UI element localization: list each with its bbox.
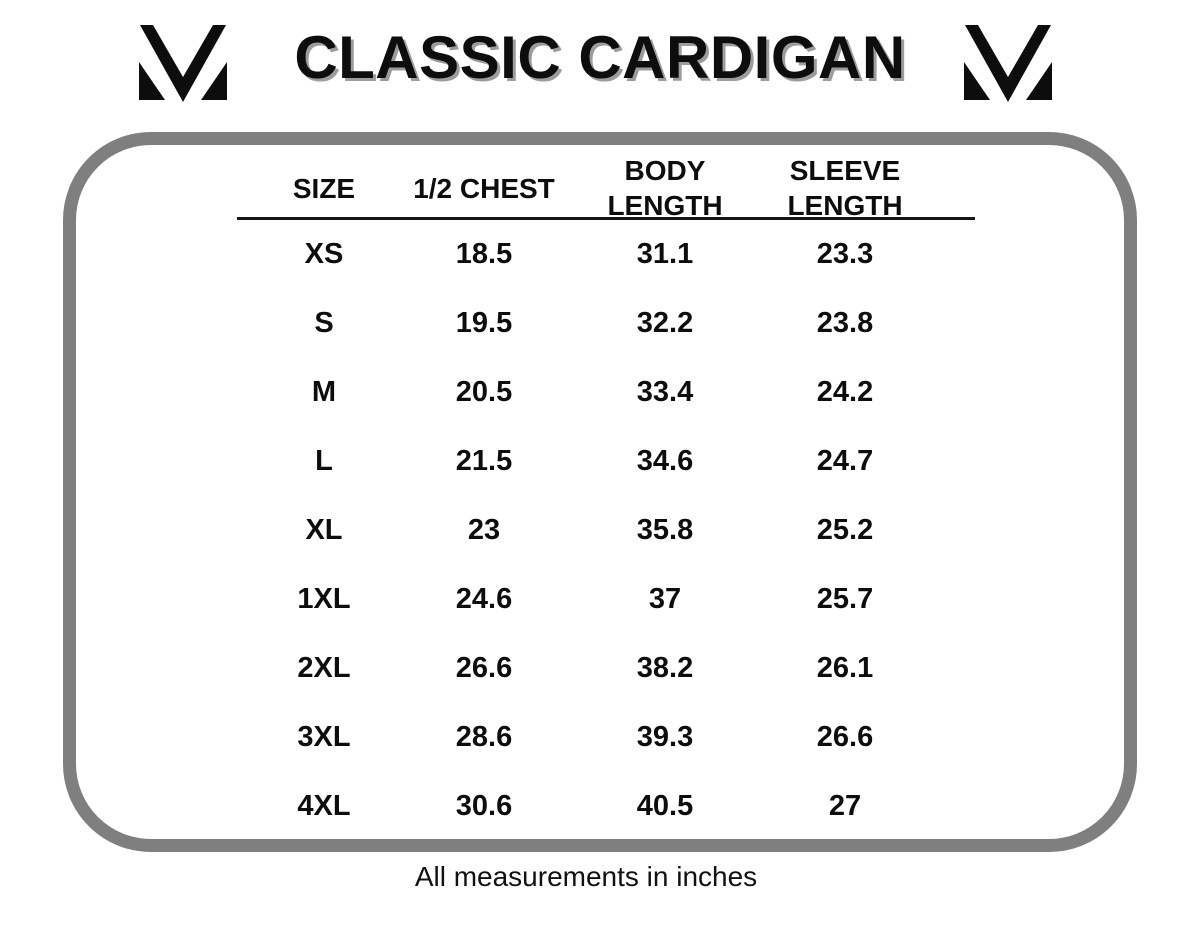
sleeve-length-value: 26.6 <box>816 721 874 753</box>
table-row-2xl: 2XL 26.6 38.2 26.1 <box>237 634 975 703</box>
body-length-value: 33.4 <box>636 376 694 408</box>
column-header-body-length: BODY LENGTH <box>607 155 723 221</box>
column-header-sleeve-length: SLEEVE LENGTH <box>787 155 903 221</box>
sleeve-length-value: 27 <box>828 790 862 822</box>
half-chest-value: 24.6 <box>455 583 513 615</box>
brand-m-monogram-icon <box>964 25 1052 102</box>
table-row-1xl: 1XL 24.6 37 25.7 <box>237 565 975 634</box>
table-row-l: L 21.5 34.6 24.7 <box>237 427 975 496</box>
brand-m-monogram-icon <box>139 25 227 102</box>
half-chest-value: 30.6 <box>455 790 513 822</box>
sleeve-length-value: 25.2 <box>816 514 874 546</box>
body-length-value: 31.1 <box>636 238 694 270</box>
half-chest-value: 19.5 <box>455 307 513 339</box>
table-header-row: SIZE 1/2 CHEST BODY LENGTH SLEEVE LENGTH <box>237 153 975 221</box>
size-label: 2XL <box>297 652 351 684</box>
body-length-value: 38.2 <box>636 652 694 684</box>
half-chest-value: 23 <box>467 514 501 546</box>
table-row-xs: XS 18.5 31.1 23.3 <box>237 220 975 289</box>
body-length-value: 35.8 <box>636 514 694 546</box>
half-chest-value: 28.6 <box>455 721 513 753</box>
size-label: L <box>315 445 333 477</box>
body-length-value: 32.2 <box>636 307 694 339</box>
sleeve-length-value: 24.7 <box>816 445 874 477</box>
units-footnote: All measurements in inches <box>414 861 758 892</box>
size-table: SIZE 1/2 CHEST BODY LENGTH SLEEVE LENGTH… <box>237 153 975 841</box>
column-header-size: SIZE <box>292 172 356 204</box>
body-length-value: 37 <box>648 583 682 615</box>
half-chest-value: 26.6 <box>455 652 513 684</box>
size-label: XL <box>305 514 343 546</box>
body-length-value: 39.3 <box>636 721 694 753</box>
size-chart-frame: SIZE 1/2 CHEST BODY LENGTH SLEEVE LENGTH… <box>63 132 1137 852</box>
body-length-value: 40.5 <box>636 790 694 822</box>
table-row-3xl: 3XL 28.6 39.3 26.6 <box>237 703 975 772</box>
sleeve-length-value: 26.1 <box>816 652 874 684</box>
half-chest-value: 21.5 <box>455 445 513 477</box>
sleeve-length-value: 23.8 <box>816 307 874 339</box>
size-label: 1XL <box>297 583 351 615</box>
size-label: M <box>311 376 337 408</box>
half-chest-value: 18.5 <box>455 238 513 270</box>
page-title: CLASSIC CARDIGAN <box>294 24 906 91</box>
table-row-m: M 20.5 33.4 24.2 <box>237 358 975 427</box>
body-length-value: 34.6 <box>636 445 694 477</box>
column-header-half-chest: 1/2 CHEST <box>413 172 555 204</box>
size-label: XS <box>304 238 344 270</box>
size-label: S <box>314 307 334 339</box>
sleeve-length-value: 25.7 <box>816 583 874 615</box>
sleeve-length-value: 23.3 <box>816 238 874 270</box>
half-chest-value: 20.5 <box>455 376 513 408</box>
size-label: 3XL <box>297 721 351 753</box>
size-label: 4XL <box>297 790 351 822</box>
table-row-s: S 19.5 32.2 23.8 <box>237 289 975 358</box>
sleeve-length-value: 24.2 <box>816 376 874 408</box>
table-row-xl: XL 23 35.8 25.2 <box>237 496 975 565</box>
header-divider <box>237 217 975 220</box>
table-body: XS 18.5 31.1 23.3 S 19.5 32.2 23.8 M 20.… <box>237 220 975 841</box>
table-row-4xl: 4XL 30.6 40.5 27 <box>237 772 975 841</box>
